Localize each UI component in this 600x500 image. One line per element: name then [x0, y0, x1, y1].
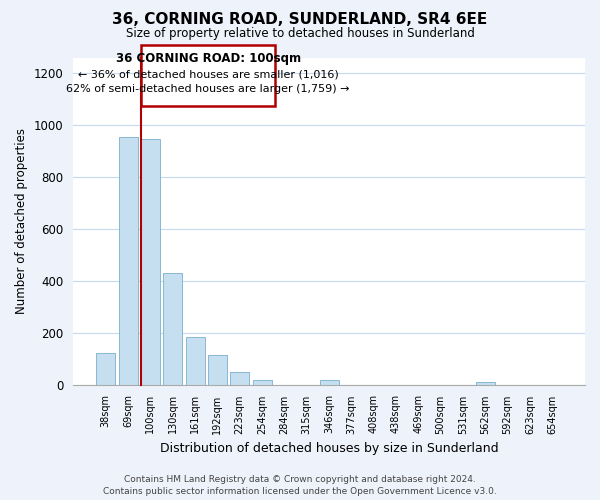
- Text: ← 36% of detached houses are smaller (1,016): ← 36% of detached houses are smaller (1,…: [78, 70, 338, 80]
- FancyBboxPatch shape: [141, 44, 275, 106]
- Bar: [230, 372, 249, 384]
- Y-axis label: Number of detached properties: Number of detached properties: [15, 128, 28, 314]
- Text: 62% of semi-detached houses are larger (1,759) →: 62% of semi-detached houses are larger (…: [67, 84, 350, 94]
- Bar: [141, 140, 160, 384]
- Bar: [253, 380, 272, 384]
- Bar: [185, 336, 205, 384]
- Bar: [163, 273, 182, 384]
- Text: 36, CORNING ROAD, SUNDERLAND, SR4 6EE: 36, CORNING ROAD, SUNDERLAND, SR4 6EE: [112, 12, 488, 28]
- Bar: [119, 136, 137, 384]
- Bar: [208, 355, 227, 384]
- Text: Contains public sector information licensed under the Open Government Licence v3: Contains public sector information licen…: [103, 487, 497, 496]
- Text: Contains HM Land Registry data © Crown copyright and database right 2024.: Contains HM Land Registry data © Crown c…: [124, 475, 476, 484]
- Bar: [476, 382, 495, 384]
- Bar: [320, 380, 338, 384]
- X-axis label: Distribution of detached houses by size in Sunderland: Distribution of detached houses by size …: [160, 442, 499, 455]
- Bar: [96, 354, 115, 384]
- Text: 36 CORNING ROAD: 100sqm: 36 CORNING ROAD: 100sqm: [116, 52, 301, 66]
- Text: Size of property relative to detached houses in Sunderland: Size of property relative to detached ho…: [125, 28, 475, 40]
